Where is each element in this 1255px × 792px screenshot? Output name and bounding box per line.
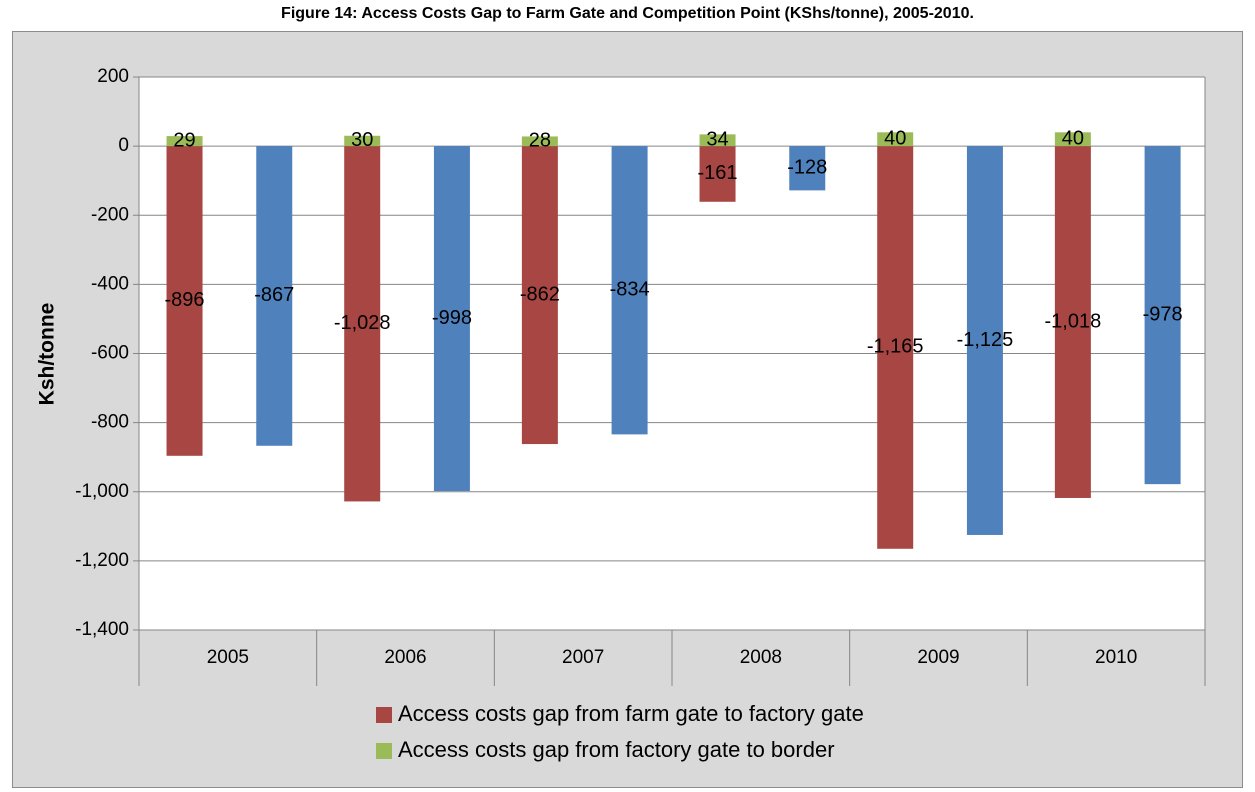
bar-farm-to-factory <box>699 146 736 202</box>
y-tick-label: -1,400 <box>75 619 129 640</box>
data-label-farm-to-factory: -161 <box>698 162 738 184</box>
x-tick-label: 2008 <box>740 647 782 668</box>
figure-title: Figure 14: Access Costs Gap to Farm Gate… <box>281 5 974 22</box>
bar-factory-to-border <box>521 136 558 147</box>
bar-single-series <box>611 146 648 435</box>
data-label-factory-to-border: 34 <box>706 129 728 151</box>
data-label-farm-to-factory: -896 <box>165 289 205 311</box>
bar-single-series <box>1144 146 1181 485</box>
y-tick-label: -600 <box>91 343 129 364</box>
data-label-factory-to-border: 40 <box>1062 127 1084 149</box>
y-tick-label: 200 <box>97 66 129 87</box>
y-tick-label: -1,200 <box>75 550 129 571</box>
bar-single-series <box>433 146 470 492</box>
x-tick-label: 2005 <box>207 647 249 668</box>
axes: 200 0 -200 -400 -600 -800 -1,000 -1,200 -1,400 20… <box>75 66 1206 686</box>
data-label-factory-to-border: 40 <box>884 127 906 149</box>
x-tick-label: 2009 <box>917 647 959 668</box>
bar-factory-to-border <box>344 135 381 147</box>
bar-single-series <box>789 146 826 191</box>
data-label-farm-to-factory: -862 <box>520 283 560 305</box>
bar-single-series <box>256 146 293 446</box>
legend-swatch <box>376 707 392 723</box>
data-label-factory-to-border: 29 <box>173 129 195 151</box>
legend: Access costs gap from farm gate to facto… <box>376 701 864 762</box>
data-label-factory-to-border: 28 <box>529 130 551 152</box>
data-label-single-series: -867 <box>254 284 294 306</box>
bar-farm-to-factory <box>521 146 558 445</box>
data-label-single-series: -998 <box>432 307 472 329</box>
data-label-factory-to-border: 30 <box>351 129 373 151</box>
gridlines <box>139 145 1205 562</box>
data-label-farm-to-factory: -1,165 <box>867 336 924 358</box>
y-tick-label: -800 <box>91 412 129 433</box>
x-tick-label: 2006 <box>384 647 426 668</box>
legend-swatch <box>376 743 392 759</box>
bar-factory-to-border <box>877 132 914 147</box>
y-axis-label: Ksh/tonne <box>36 303 59 406</box>
y-tick-label: 0 <box>118 135 129 156</box>
bars <box>166 132 1181 549</box>
bar-factory-to-border <box>1054 132 1091 147</box>
data-label-single-series: -978 <box>1143 303 1183 325</box>
y-tick-label: -400 <box>91 273 129 294</box>
data-labels: -896 29 -867 -1,028 30 -998 -862 28 -834 -161 34 -1… <box>165 127 1183 357</box>
bar-factory-to-border <box>166 136 203 147</box>
data-label-single-series: -834 <box>610 279 650 301</box>
legend-label: Access costs gap from factory gate to bo… <box>398 737 835 762</box>
legend-label: Access costs gap from farm gate to facto… <box>398 701 864 726</box>
bar-farm-to-factory <box>344 146 381 502</box>
x-tick-label: 2010 <box>1095 647 1137 668</box>
x-tick-label: 2007 <box>562 647 604 668</box>
y-tick-label: -1,000 <box>75 481 129 502</box>
data-label-farm-to-factory: -1,018 <box>1045 310 1102 332</box>
bar-farm-to-factory <box>877 146 914 549</box>
y-tick-label: -200 <box>91 204 129 225</box>
bar-farm-to-factory <box>166 146 203 456</box>
bar-factory-to-border <box>699 134 736 147</box>
bar-single-series <box>966 146 1003 535</box>
data-label-single-series: -128 <box>787 157 827 179</box>
bar-farm-to-factory <box>1054 146 1091 498</box>
data-label-farm-to-factory: -1,028 <box>334 312 391 334</box>
data-label-single-series: -1,125 <box>957 329 1014 351</box>
